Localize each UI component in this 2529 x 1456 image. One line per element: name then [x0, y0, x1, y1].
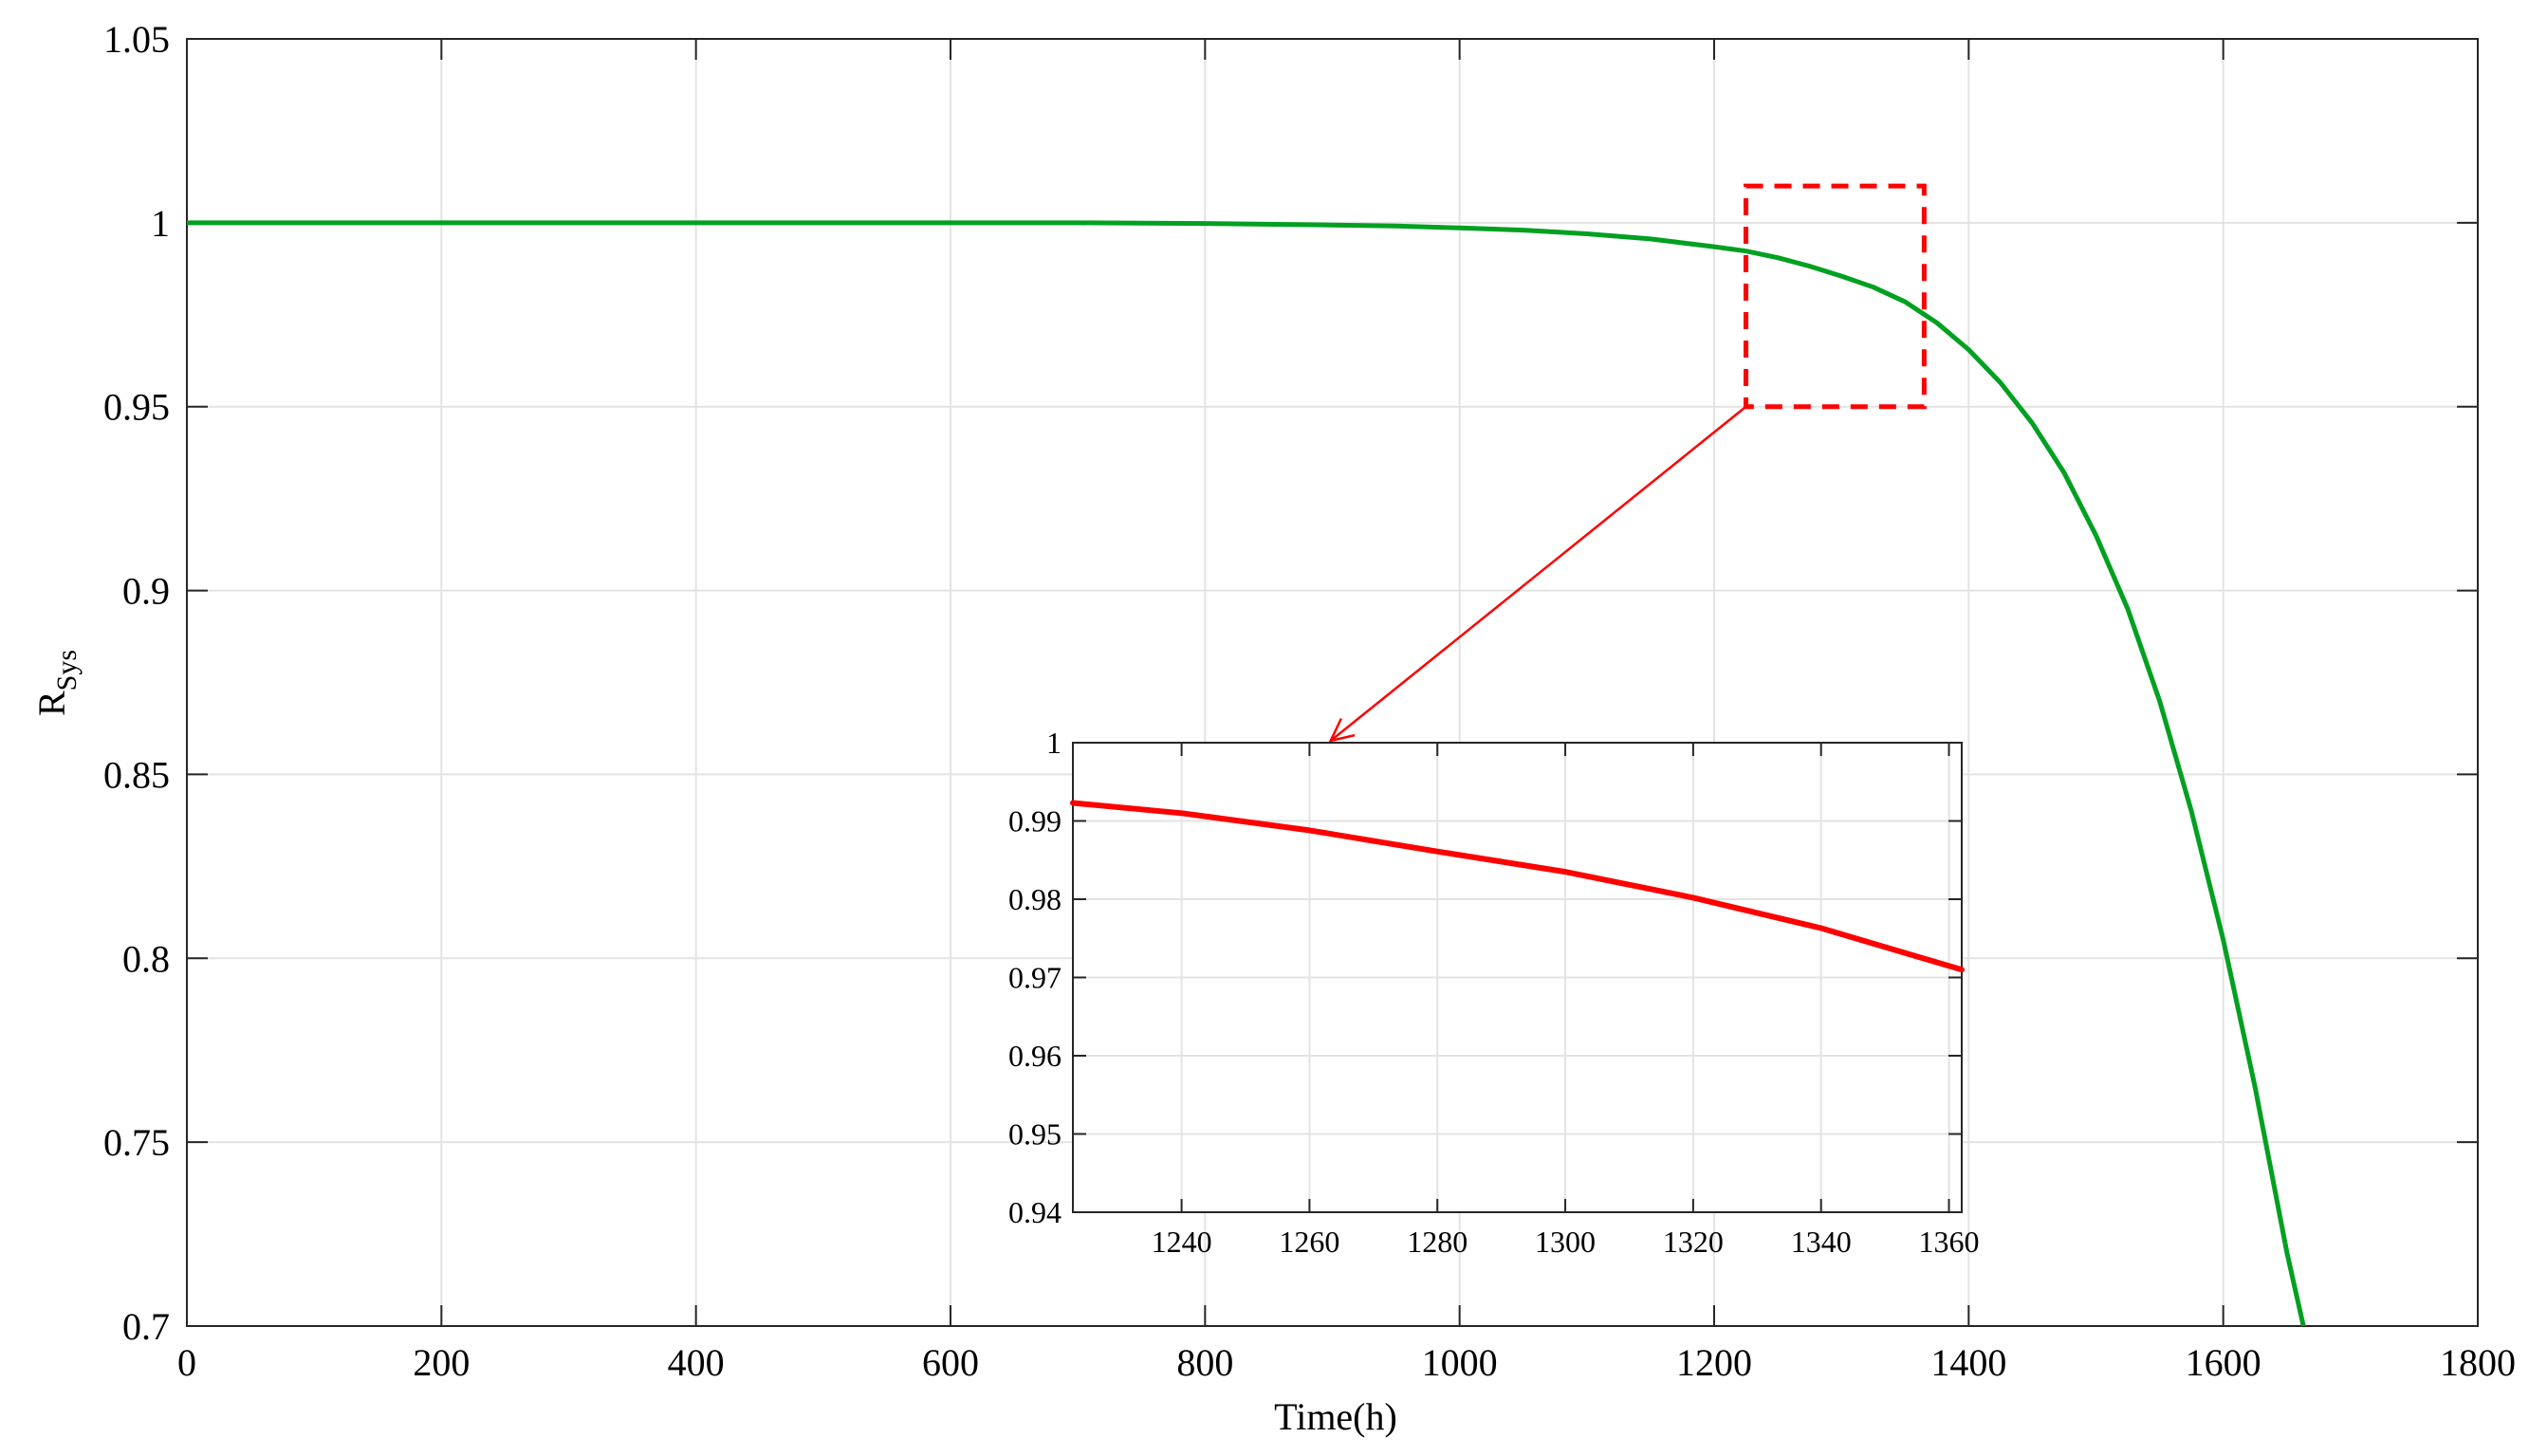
y-tick-label: 1 [151, 202, 170, 245]
x-tick-label: 1000 [1422, 1341, 1498, 1384]
inset-series-layer [1070, 800, 1965, 973]
x-tick-label: 0 [177, 1341, 196, 1384]
inset-series-line [1070, 800, 1965, 973]
x-tick-label: 600 [922, 1341, 979, 1384]
main-plot-frame [186, 38, 2479, 1327]
plot-border [186, 38, 2479, 1327]
y-tick-label: 0.8 [122, 937, 170, 980]
x-tick-label: 1800 [2440, 1341, 2516, 1384]
x-tick-label: 800 [1176, 1341, 1233, 1384]
x-tick-label: 1300 [1535, 1225, 1596, 1259]
x-tick-label: 1400 [1930, 1341, 2006, 1384]
zoom-arrow-line [1329, 405, 1747, 742]
y-axis-label: RSys [30, 650, 83, 716]
x-tick-label: 1280 [1407, 1225, 1468, 1259]
x-tick-label: 400 [668, 1341, 725, 1384]
y-tick-label: 1 [1046, 726, 1061, 760]
main-x-axis: 0 200 400 600 800 1000 1200 1400 1600 1800 [177, 39, 2516, 1384]
inset-y-axis: 0.94 0.95 0.96 0.97 0.98 0.99 1 [1008, 726, 1962, 1229]
svg-text:RSys: RSys [30, 650, 83, 716]
x-tick-label: 1600 [2186, 1341, 2261, 1384]
main-y-axis: 0.7 0.75 0.8 0.85 0.9 0.95 1 1.05 [103, 18, 2478, 1348]
y-tick-label: 0.7 [122, 1305, 170, 1348]
y-tick-label: 0.97 [1008, 961, 1061, 995]
x-tick-label: 1360 [1919, 1225, 1980, 1259]
main-series-line [187, 220, 2306, 1326]
x-tick-label: 200 [413, 1341, 470, 1384]
y-tick-label: 1.05 [103, 18, 170, 61]
y-tick-label: 0.95 [103, 386, 170, 429]
y-tick-label: 0.94 [1008, 1195, 1061, 1229]
x-axis-label: Time(h) [1274, 1395, 1397, 1438]
y-tick-label: 0.96 [1008, 1039, 1061, 1073]
zoom-box [1744, 183, 1927, 410]
y-tick-label: 0.99 [1008, 804, 1061, 839]
x-tick-label: 1240 [1152, 1225, 1212, 1259]
y-tick-label: 0.75 [103, 1121, 170, 1164]
zoom-annotation [1328, 183, 1927, 743]
y-tick-label: 0.85 [103, 753, 170, 796]
x-tick-label: 1340 [1791, 1225, 1852, 1259]
x-tick-label: 1260 [1279, 1225, 1339, 1259]
y-tick-label: 0.9 [122, 570, 170, 613]
inset-x-axis: 1240 1260 1280 1300 1320 1340 1360 [1152, 743, 1980, 1259]
x-tick-label: 1320 [1663, 1225, 1724, 1259]
main-series-layer [187, 220, 2306, 1326]
x-tick-label: 1200 [1676, 1341, 1752, 1384]
y-axis-label-main: R [30, 691, 73, 716]
y-tick-label: 0.98 [1008, 882, 1061, 916]
y-axis-label-subscript: Sys [51, 650, 83, 691]
zoom-arrow-head [1328, 717, 1356, 743]
y-tick-label: 0.95 [1008, 1117, 1061, 1152]
